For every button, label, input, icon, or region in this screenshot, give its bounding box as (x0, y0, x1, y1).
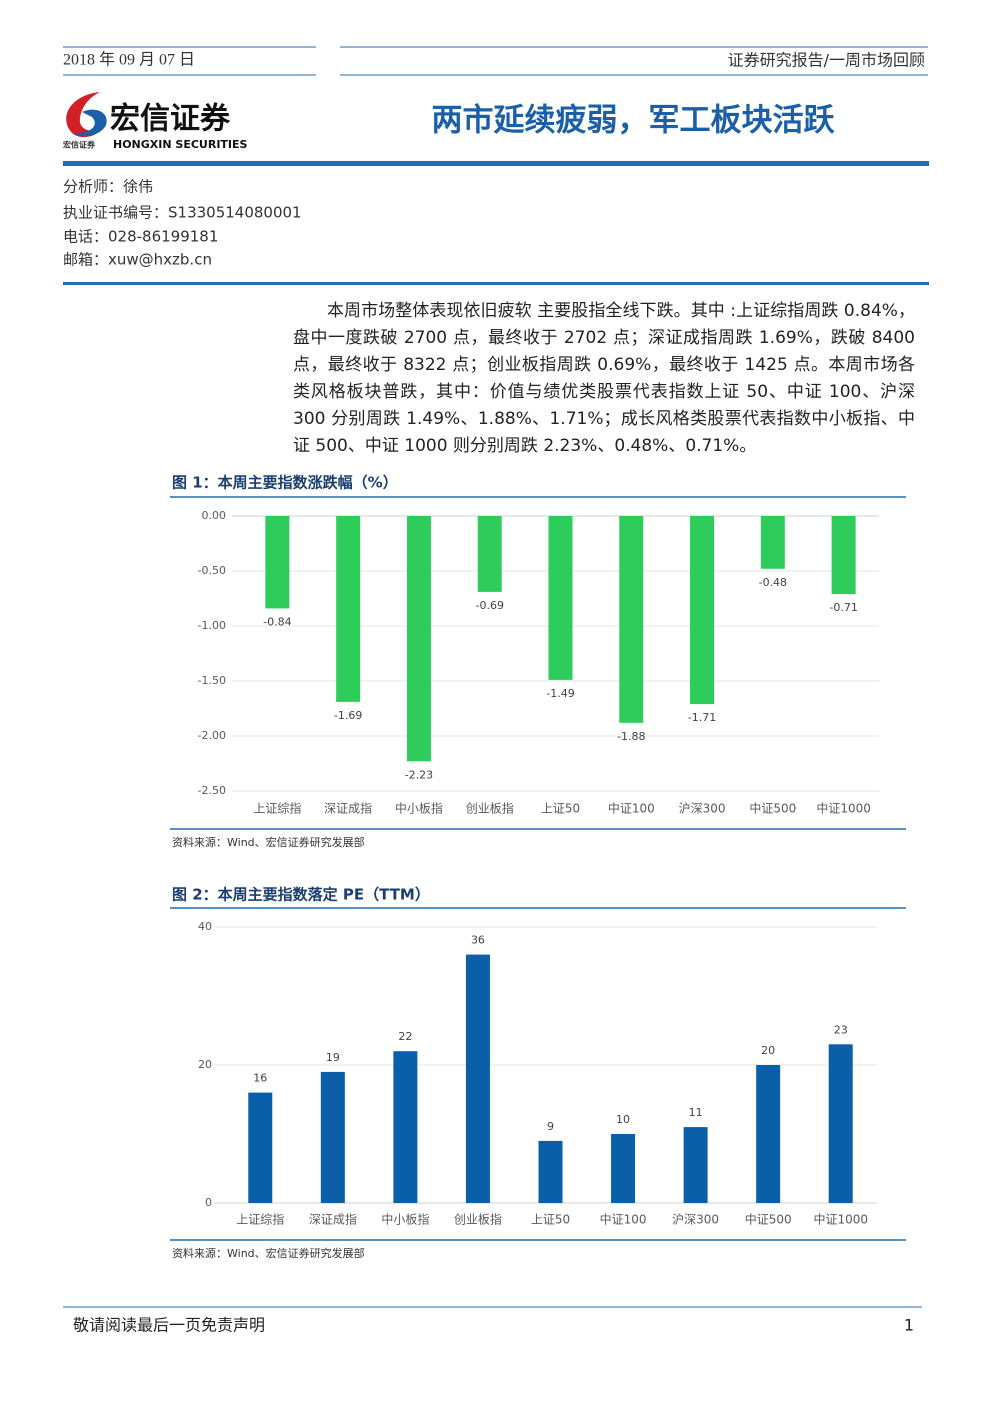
bar (538, 1140, 563, 1203)
data-label: 11 (689, 1106, 703, 1119)
data-label: 22 (398, 1030, 412, 1043)
data-label: 10 (616, 1113, 630, 1126)
x-tick-label: 沪深300 (672, 1213, 719, 1227)
bar (756, 1065, 781, 1203)
date: 2018 年 09 月 07 日 (63, 51, 195, 69)
rule (63, 282, 929, 285)
x-tick-label: 中证100 (608, 801, 655, 816)
data-label: -2.23 (405, 768, 433, 781)
y-tick-label: -2.50 (198, 784, 226, 797)
logo-small: 宏信证券 (63, 140, 96, 150)
report-title: 两市延续疲弱，军工板块活跃 (432, 103, 836, 139)
x-tick-label: 上证综指 (253, 801, 301, 816)
logo-name-en: HONGXIN SECURITIES (113, 138, 248, 151)
data-label: -1.69 (334, 709, 362, 722)
chart-title: 图 2：本周主要指数落定 PE（TTM） (172, 886, 430, 904)
x-tick-label: 中证500 (749, 801, 796, 816)
bar (683, 1127, 708, 1203)
bar (320, 1071, 345, 1203)
x-tick-label: 上证50 (531, 1213, 570, 1227)
data-label: -0.84 (263, 615, 291, 628)
bar (265, 516, 290, 609)
bar (760, 516, 785, 569)
bar (465, 954, 490, 1203)
rule (63, 161, 929, 166)
logo-name: 宏信证券 (110, 102, 231, 137)
data-label: 19 (326, 1051, 340, 1064)
analyst: 分析师：徐伟 (63, 178, 153, 196)
analyst-phone: 电话：028-86199181 (63, 228, 218, 246)
data-label: -1.49 (546, 687, 574, 700)
analyst-email: 邮箱：xuw@hxzb.cn (63, 251, 212, 269)
x-tick-label: 中小板指 (395, 801, 443, 816)
y-tick-label: 20 (198, 1058, 212, 1071)
bar (690, 516, 715, 705)
data-label: 16 (253, 1072, 267, 1085)
bar (477, 516, 502, 592)
x-tick-label: 创业板指 (454, 1212, 502, 1227)
x-tick-label: 上证50 (541, 802, 580, 816)
x-tick-label: 创业板指 (466, 801, 514, 816)
bar (406, 516, 431, 762)
data-label: -0.48 (759, 576, 787, 589)
data-label: -0.69 (475, 599, 503, 612)
source: 资料来源：Wind、宏信证券研究发展部 (172, 1246, 365, 1260)
data-label: 23 (834, 1023, 848, 1036)
logo-icon (66, 92, 103, 138)
data-label: 9 (547, 1120, 554, 1133)
bar (619, 516, 644, 723)
x-tick-label: 中小板指 (381, 1212, 429, 1227)
x-tick-label: 中证100 (600, 1212, 647, 1227)
data-label: 36 (471, 934, 485, 947)
page-number: 1 (904, 1316, 914, 1335)
data-label: -1.71 (688, 711, 716, 724)
bar (393, 1051, 418, 1203)
x-tick-label: 中证1000 (816, 801, 871, 816)
data-label: -0.71 (829, 601, 857, 614)
report-type: 证券研究报告/一周市场回顾 (728, 51, 925, 70)
x-tick-label: 上证综指 (236, 1212, 284, 1227)
bar (336, 516, 361, 702)
bar (831, 516, 856, 595)
bar (611, 1134, 636, 1203)
x-tick-label: 中证500 (745, 1212, 792, 1227)
x-tick-label: 深证成指 (309, 1212, 357, 1227)
x-tick-label: 沪深300 (679, 802, 726, 816)
bar (828, 1044, 853, 1203)
y-tick-label: -1.00 (198, 619, 226, 632)
bar (548, 516, 573, 680)
y-tick-label: 0 (205, 1196, 212, 1209)
y-tick-label: -0.50 (198, 564, 226, 577)
bar (248, 1092, 273, 1203)
source: 资料来源：Wind、宏信证券研究发展部 (172, 835, 365, 849)
data-label: -1.88 (617, 730, 645, 743)
chart-title: 图 1：本周主要指数涨跌幅（%） (172, 474, 398, 492)
analyst-cert: 执业证书编号：S1330514080001 (63, 204, 302, 222)
y-tick-label: -2.00 (198, 729, 226, 742)
y-tick-label: 40 (198, 920, 212, 933)
paragraph: 本周市场整体表现依旧疲软 主要股指全线下跌。其中 :上证综指周跌 0.84%，盘… (293, 301, 915, 456)
data-label: 20 (761, 1044, 775, 1057)
x-tick-label: 深证成指 (324, 801, 372, 816)
logo-icon (72, 109, 107, 136)
y-tick-label: 0.00 (202, 509, 227, 522)
y-tick-label: -1.50 (198, 674, 226, 687)
disclaimer: 敬请阅读最后一页免责声明 (73, 1316, 265, 1335)
x-tick-label: 中证1000 (813, 1212, 868, 1227)
